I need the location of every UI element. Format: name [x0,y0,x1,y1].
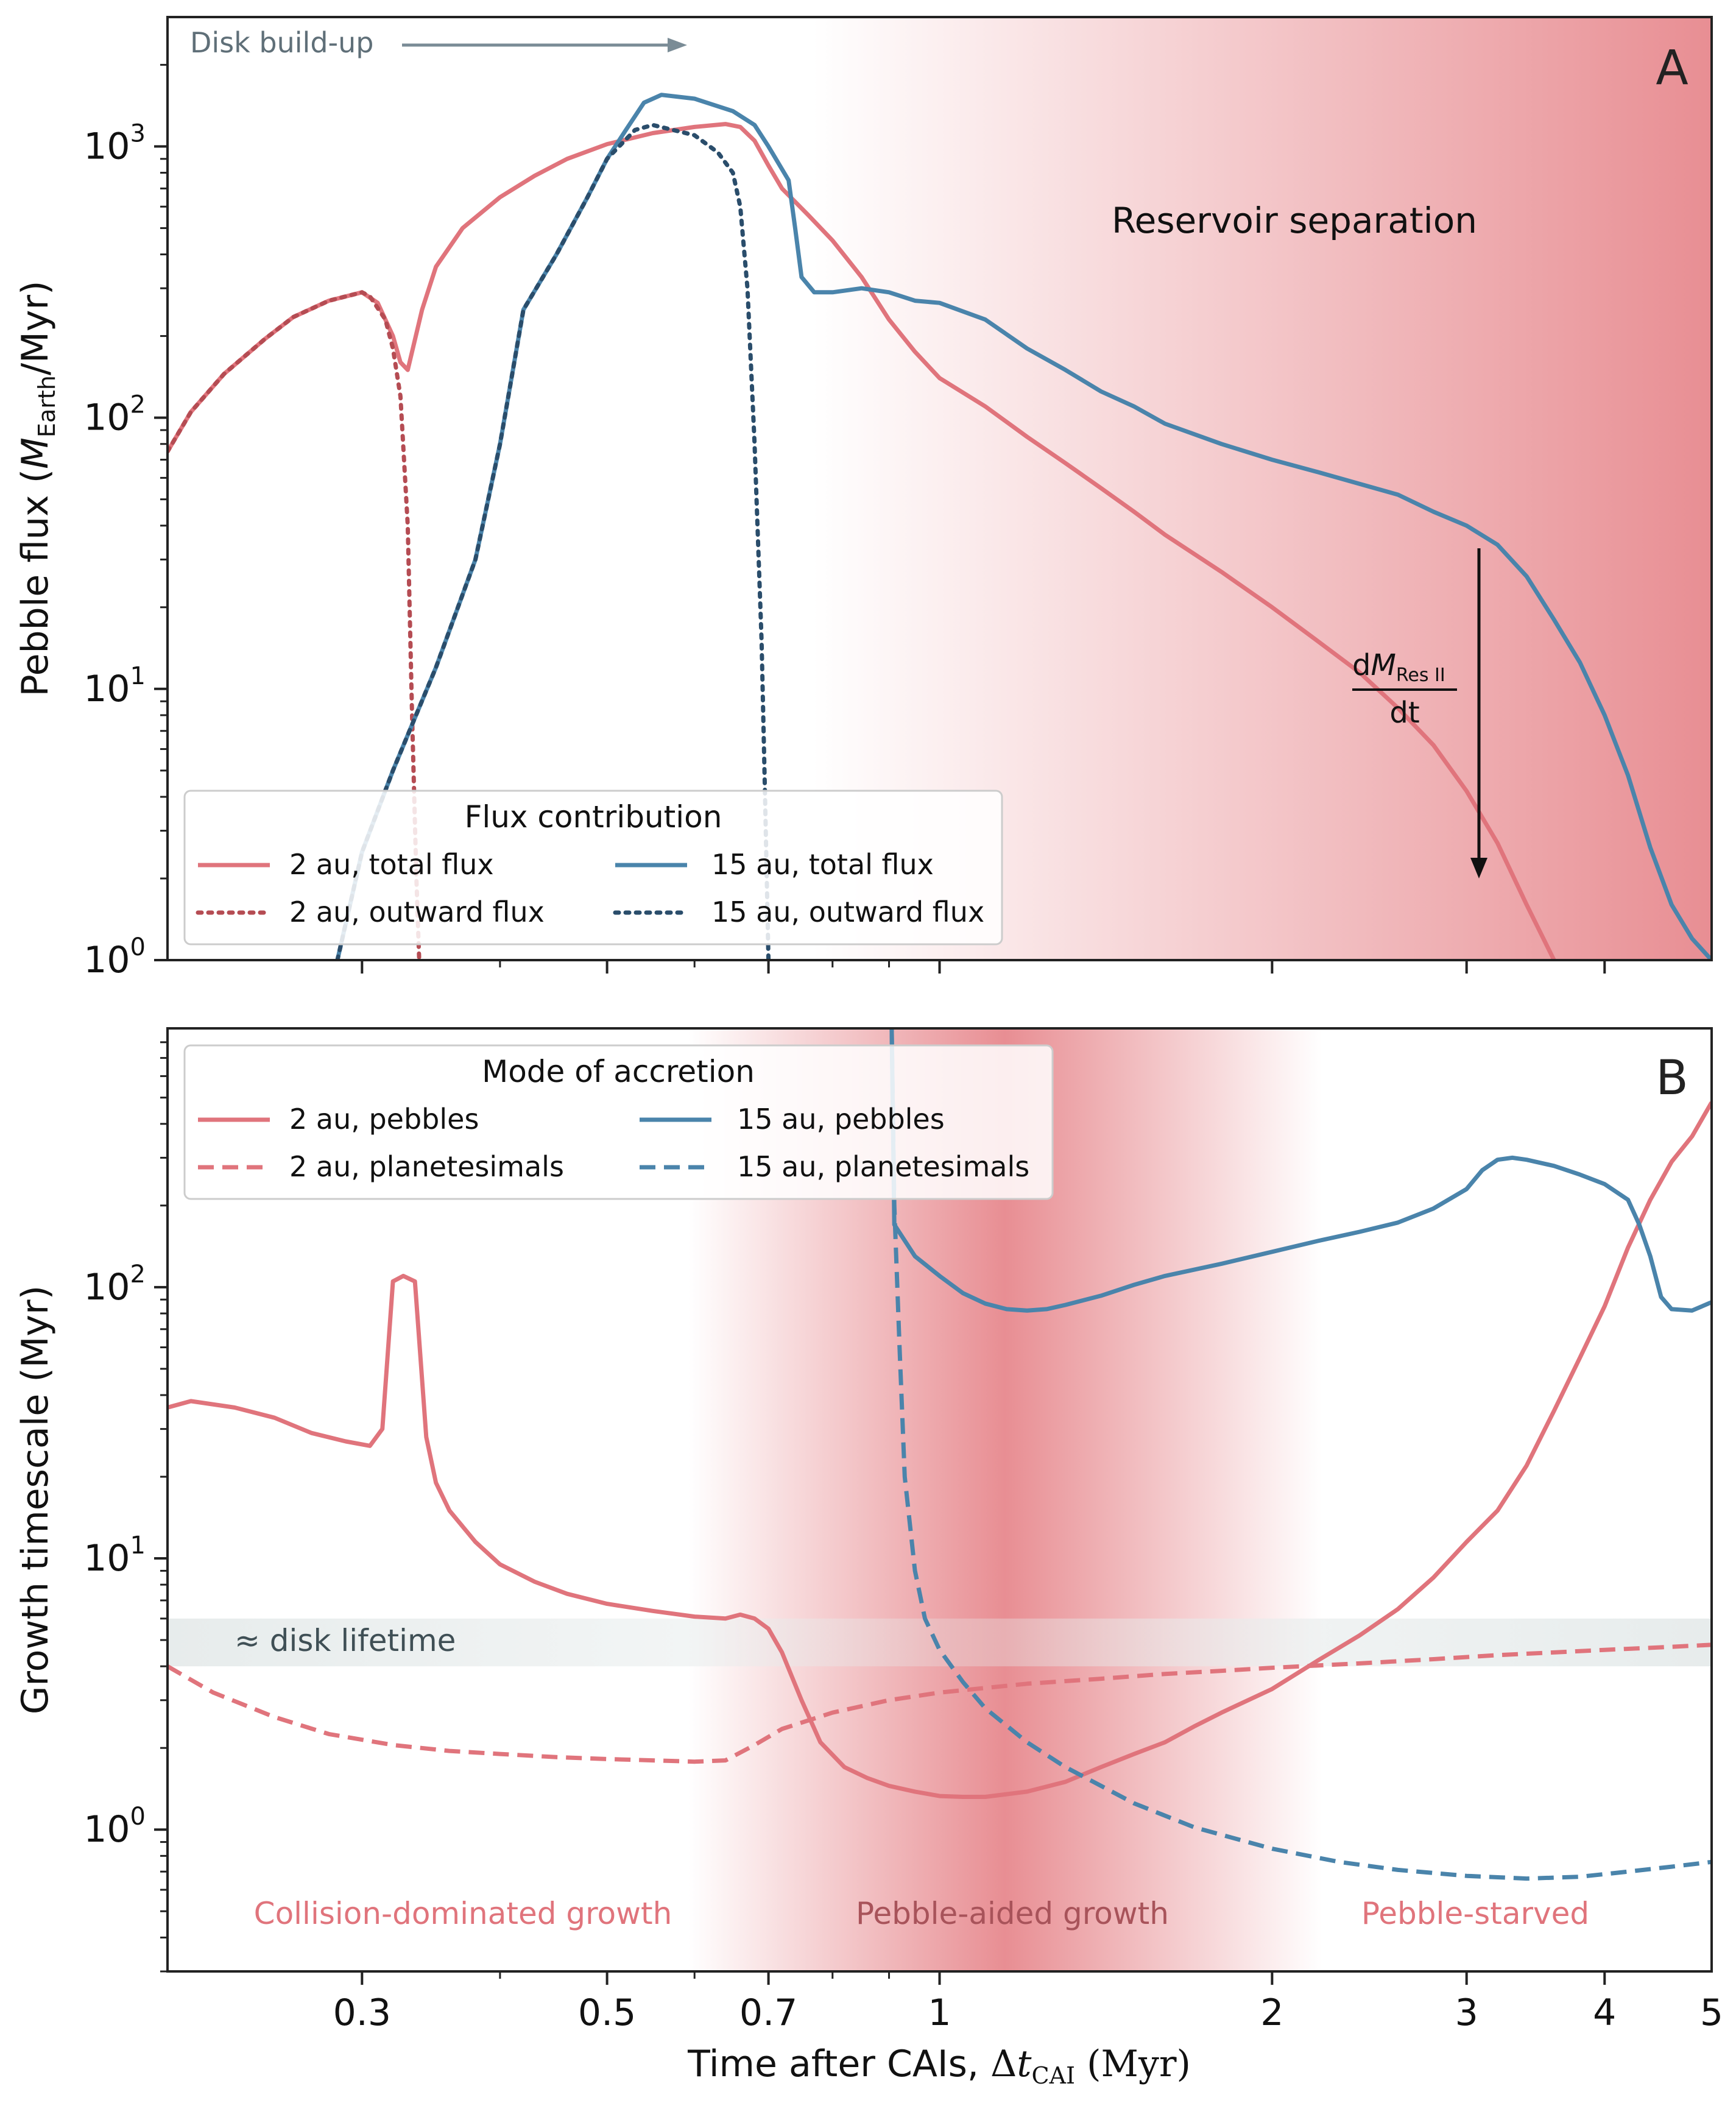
dm-fraction-denominator: dt [1389,696,1419,730]
series-b-1 [168,1642,1712,1764]
x-tick-label: 2 [1260,1992,1283,2034]
x-tick-label: 4 [1593,1992,1616,2034]
series-b-0 [168,1101,1712,1799]
disk-lifetime-label: ≈ disk lifetime [235,1623,456,1658]
region-pebble-aided-label: Pebble-aided growth [856,1896,1169,1931]
legend-a-entry-15au-outward: 15 au, outward flux [711,896,984,928]
x-axis-label: Time after CAIs, ΔtCAI (Myr) [687,2043,1191,2089]
legend-b-entry-15au-pebbles: 15 au, pebbles [737,1103,945,1136]
panel-b: 100 101 102 0.3 0.5 0.7 1 2 3 4 5 B ≈ disk lifetim… [14,1027,1723,2089]
legend-b-entry-15au-planetesimals: 15 au, planetesimals [737,1150,1029,1183]
panel-a-series [168,93,1712,960]
y-tick-label: 101 [83,1532,146,1580]
y-tick-label: 103 [83,119,146,168]
region-collision-label: Collision-dominated growth [254,1896,672,1931]
disk-buildup-arrowhead [668,38,687,52]
legend-a-entry-15au-total: 15 au, total flux [711,848,934,881]
y-tick-label: 100 [83,1803,146,1851]
x-tick-label: 0.3 [333,1992,391,2034]
panel-b-label: B [1656,1051,1688,1106]
legend-b: Mode of accretion 2 au, pebbles 2 au, pl… [183,1044,1054,1200]
legend-a-entry-2au-total: 2 au, total flux [289,848,494,881]
panel-b-ylabel: Growth timescale (Myr) [14,1285,57,1714]
legend-b-entry-2au-planetesimals: 2 au, planetesimals [289,1150,564,1183]
x-tick-label: 0.5 [578,1992,636,2034]
panel-b-ticks: 100 101 102 0.3 0.5 0.7 1 2 3 4 5 [83,1041,1723,2034]
disk-buildup-label: Disk build-up [190,26,374,59]
legend-a-entry-2au-outward: 2 au, outward flux [289,896,545,928]
legend-a-box [183,790,1003,945]
legend-a: Flux contribution 2 au, total flux 2 au,… [183,790,1003,945]
x-tick-label: 3 [1455,1992,1478,2034]
x-tick-label: 0.7 [739,1992,797,2034]
x-tick-label: 5 [1700,1992,1723,2034]
reservoir-separation-label: Reservoir separation [1112,200,1477,241]
dm-arrowhead [1470,858,1487,878]
series-a-3 [335,122,771,960]
y-tick-label: 102 [83,391,146,439]
panel-b-series [168,1028,1712,1881]
legend-b-box [183,1044,1054,1200]
series-b-3 [889,1028,1712,1881]
legend-a-title: Flux contribution [465,799,722,835]
series-b-2 [889,1028,1712,1313]
panel-a-ticks: 100 101 102 103 [83,63,1606,981]
series-a-1 [168,290,422,960]
legend-b-title: Mode of accretion [482,1054,755,1089]
dm-fraction-numerator: dMRes II [1352,648,1445,686]
panel-a: 100 101 102 103 A Disk build-up Reservoir s… [14,16,1713,981]
panel-a-label: A [1656,41,1688,96]
panel-a-ylabel: Pebble flux (MEarth/Myr) [14,281,60,697]
legend-b-entry-2au-pebbles: 2 au, pebbles [289,1103,479,1136]
y-tick-label: 100 [83,933,146,981]
x-tick-label: 1 [928,1992,951,2034]
y-tick-label: 102 [83,1260,146,1309]
region-starved-label: Pebble-starved [1361,1896,1589,1931]
y-tick-label: 101 [83,662,146,710]
